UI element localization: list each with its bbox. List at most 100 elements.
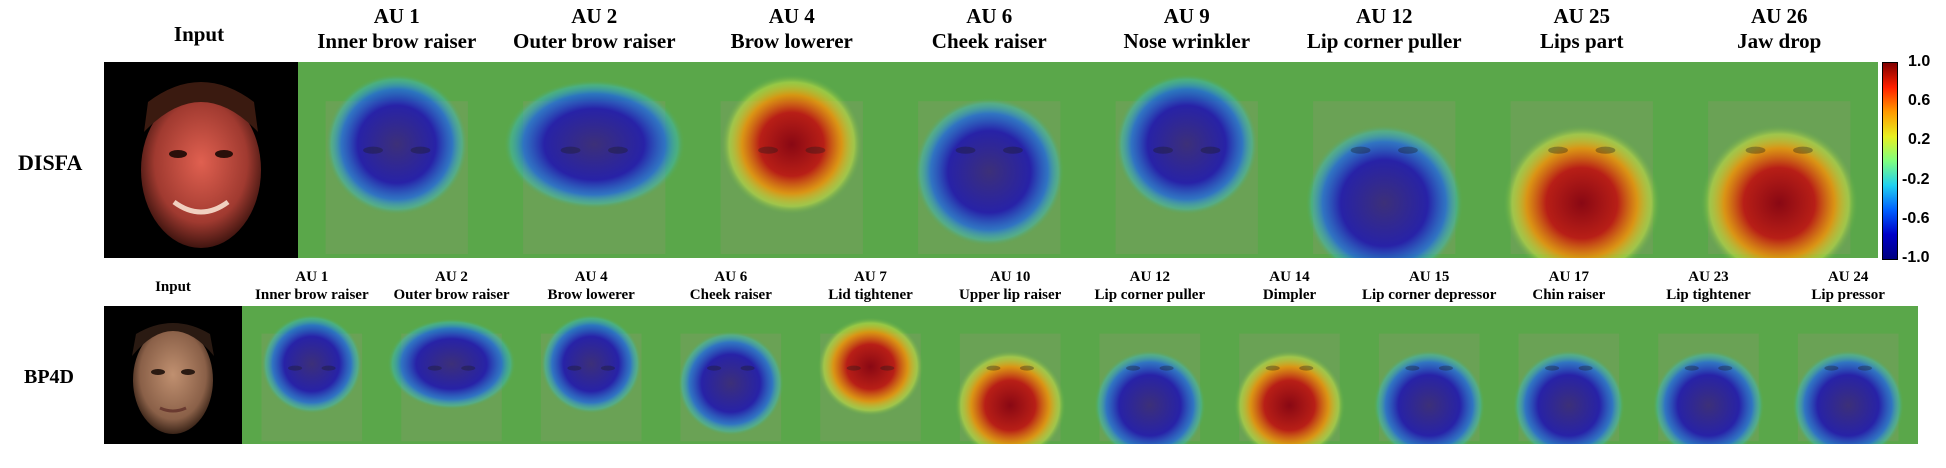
disfa-eye-l-2 [758,146,778,154]
bp4d-au-code: AU 23 [1688,269,1729,285]
bp4d-heatmap-8 [1373,333,1486,444]
bp4d-au-name: Brow lowerer [547,287,635,303]
face-shape [133,326,213,434]
bp4d-heatmap-0 [261,314,363,442]
bp4d-au-code: AU 17 [1548,269,1590,285]
bp4d-au-code: AU 10 [989,269,1031,285]
bp4d-eye-l-7 [1265,365,1280,371]
disfa-au-code: AU 6 [966,4,1013,28]
disfa-eye-l-5 [1350,146,1371,154]
bp4d-header-10: AU 23 Lip tightener [1639,268,1779,304]
bp4d-au-code: AU 6 [714,269,748,285]
disfa-heatmap-strip [298,62,1878,258]
bp4d-eye-l-5 [986,365,1001,371]
bp4d-eye-r-6 [1159,365,1174,371]
disfa-activation-3 [914,97,1065,247]
disfa-au-code: AU 25 [1553,4,1611,28]
bp4d-heatmap-4 [817,317,924,442]
bp4d-au-code: AU 24 [1827,269,1869,285]
bp4d-eye-r-0 [321,365,336,371]
bp4d-activation-8 [1373,350,1486,444]
disfa-activation-6 [1502,124,1661,258]
disfa-heatmap-7 [1700,101,1859,258]
disfa-row-label: DISFA [18,150,83,175]
bp4d-heatmap-strip [242,306,1918,444]
disfa-au-name: Lips part [1540,29,1624,54]
bp4d-input-image [104,306,242,444]
bp4d-eye-l-11 [1824,365,1839,371]
colorbar-tick-0: 1.0 [1908,53,1931,70]
bp4d-activation-6 [1093,350,1206,444]
bp4d-au-code: AU 4 [574,269,608,285]
disfa-au-name: Nose wrinkler [1123,29,1251,54]
bp4d-eye-l-2 [567,365,582,371]
bp4d-header-2: AU 4 Brow lowerer [521,268,661,304]
disfa-header-7: AU 26 Jaw drop [1681,4,1879,54]
disfa-heatmap-3 [914,97,1065,255]
bp4d-header-3: AU 6 Cheek raiser [661,268,801,304]
bp4d-heatmap-10 [1652,333,1765,444]
bp4d-au-code: AU 12 [1129,269,1171,285]
disfa-heatmap-1 [503,79,686,255]
bp4d-eye-r-2 [600,365,615,371]
bp4d-row-label: BP4D [24,366,74,388]
disfa-activation-4 [1115,73,1258,215]
disfa-eye-l-3 [955,146,976,154]
disfa-heatmap-2 [720,73,863,255]
disfa-activation-1 [503,79,686,209]
bp4d-au-name: Lip corner depressor [1361,287,1497,303]
bp4d-au-code: AU 7 [854,269,887,285]
bp4d-heatmap-2 [540,314,642,442]
disfa-activation-5 [1305,124,1464,258]
bp4d-heatmap-3 [677,330,784,442]
disfa-activation-2 [720,73,863,215]
bp4d-eye-l-9 [1545,365,1560,371]
bp4d-activation-5 [954,350,1067,444]
disfa-activation-0 [325,73,468,215]
disfa-input-image [104,62,298,258]
disfa-eye-l-1 [560,146,581,154]
bp4d-eye-r-8 [1438,365,1453,371]
bp4d-heatmap-11 [1792,333,1905,444]
bp4d-activation-2 [540,314,642,414]
disfa-au-code: AU 9 [1163,4,1210,28]
bp4d-activation-10 [1652,350,1765,444]
bp4d-eye-l-10 [1684,365,1699,371]
disfa-header-5: AU 12 Lip corner puller [1286,4,1484,54]
disfa-au-code: AU 26 [1750,4,1808,28]
bp4d-au-code: AU 1 [295,269,329,285]
disfa-header-2: AU 4 Brow lowerer [693,4,891,54]
bp4d-heatmap-1 [387,318,516,442]
bp4d-header-7: AU 14 Dimpler [1220,268,1360,304]
colorbar-gradient [1883,63,1897,259]
bp4d-heatmap-7 [1233,333,1346,444]
bp4d-au-name: Chin raiser [1532,287,1606,303]
bp4d-activation-3 [677,330,784,436]
bp4d-au-name: Outer brow raiser [393,287,510,303]
bp4d-eye-r-7 [1299,365,1314,371]
bp4d-eye-r-1 [461,365,476,371]
bp4d-activation-1 [387,318,516,410]
bp4d-eye-r-9 [1578,365,1593,371]
disfa-au-name: Brow lowerer [730,29,853,54]
disfa-activation-7 [1700,124,1859,258]
disfa-eye-r-1 [608,146,628,154]
bp4d-header-4: AU 7 Lid tightener [801,268,941,304]
disfa-au-code: AU 12 [1355,4,1413,28]
disfa-eye-r-6 [1595,146,1616,154]
colorbar-tick-4: -0.6 [1902,209,1930,227]
bp4d-activation-9 [1512,350,1625,444]
disfa-eye-r-2 [805,146,826,154]
bp4d-au-code: AU 14 [1269,269,1310,285]
disfa-eye-r-7 [1793,146,1813,154]
face-shape [141,92,261,248]
colorbar [1882,62,1898,260]
bp4d-activation-0 [261,314,363,414]
disfa-au-code: AU 1 [373,4,420,28]
disfa-au-name: Lip corner puller [1306,29,1462,54]
bp4d-eye-l-4 [846,365,861,371]
colorbar-tick-3: -0.2 [1902,170,1930,188]
bp4d-eye-r-10 [1718,365,1733,371]
disfa-au-code: AU 2 [571,4,618,28]
bp4d-eye-l-1 [427,365,442,371]
